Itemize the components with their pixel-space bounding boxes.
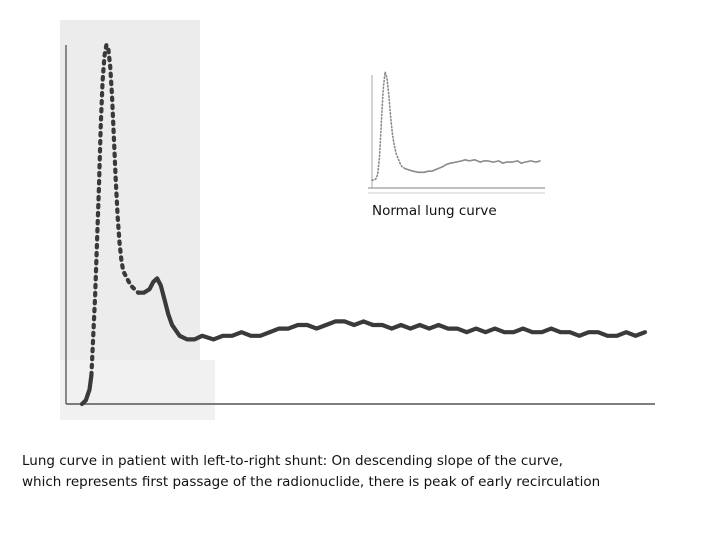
main-curve-solid-segment-0 bbox=[79, 373, 94, 407]
inset-curve-solid-segment-1 bbox=[404, 159, 541, 174]
inset-curve-dotted-segment-0 bbox=[371, 71, 407, 182]
caption-line-1: Lung curve in patient with left-to-right… bbox=[22, 453, 563, 469]
inset-title: Normal lung curve bbox=[372, 203, 497, 219]
scan-background-lower bbox=[60, 360, 215, 420]
main-curve-dotted-segment-1 bbox=[89, 42, 141, 378]
inset-curve-group bbox=[371, 71, 541, 182]
caption-line-2: which represents first passage of the ra… bbox=[22, 474, 601, 490]
main-curve-solid-segment-2 bbox=[136, 276, 272, 342]
main-curve-group bbox=[79, 42, 648, 407]
inset-plot bbox=[368, 71, 545, 194]
figure-caption: Lung curve in patient with left-to-right… bbox=[22, 451, 702, 493]
main-curve-solid-segment-3 bbox=[267, 319, 648, 338]
scan-background-strip bbox=[60, 20, 200, 415]
